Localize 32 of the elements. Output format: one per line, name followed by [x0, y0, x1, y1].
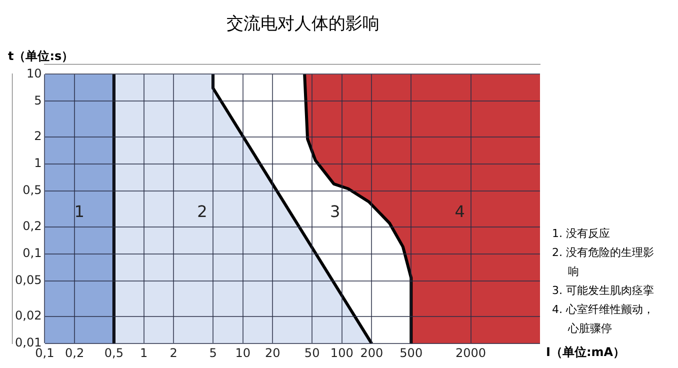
text: 4. 心室纤维性颤动，心脏骤停 [552, 302, 655, 337]
y-tick-label: 1 [34, 156, 42, 170]
y-tick-label: 0,5 [22, 183, 42, 198]
chart-title: 交流电对人体的影响 [226, 13, 380, 35]
x-tick-label: 1 [140, 346, 148, 360]
y-tick-label: 0,05 [15, 272, 42, 287]
annotation: 1 [74, 202, 84, 222]
x-axis-title: I（单位:mA） [546, 344, 626, 361]
annotation: 3 [330, 202, 340, 222]
x-tick-label: 10 [235, 346, 250, 360]
x-tick-label: 200 [360, 346, 384, 360]
x-tick-label: 100 [330, 346, 354, 360]
text: 2. 没有危险的生理影响 [552, 245, 655, 280]
annotation: 2 [197, 202, 208, 222]
x-tick-label: 20 [265, 346, 280, 360]
y-tick-label: 0,02 [15, 308, 42, 323]
text: 1. 没有反应 [552, 226, 611, 242]
y-tick-label: 10 [26, 66, 42, 80]
y-tick-label: 5 [34, 93, 42, 108]
x-tick-label: 0,2 [64, 346, 84, 360]
x-tick-label: 5 [209, 346, 217, 360]
x-tick-label: 50 [304, 346, 320, 360]
x-tick-label: 2 [170, 346, 178, 360]
text: 3. 可能发生肌肉痉挛 [552, 283, 655, 299]
x-tick-label: 500 [400, 346, 423, 360]
x-tick-label: 0,5 [104, 346, 124, 360]
x-tick-label: 2000 [455, 346, 486, 360]
y-tick-label: 0,2 [22, 218, 42, 233]
annotation: 4 [454, 202, 465, 222]
y-tick-label: 2 [34, 129, 42, 144]
y-axis-title: t（单位:s） [8, 48, 74, 65]
y-tick-label: 0,1 [22, 246, 42, 260]
